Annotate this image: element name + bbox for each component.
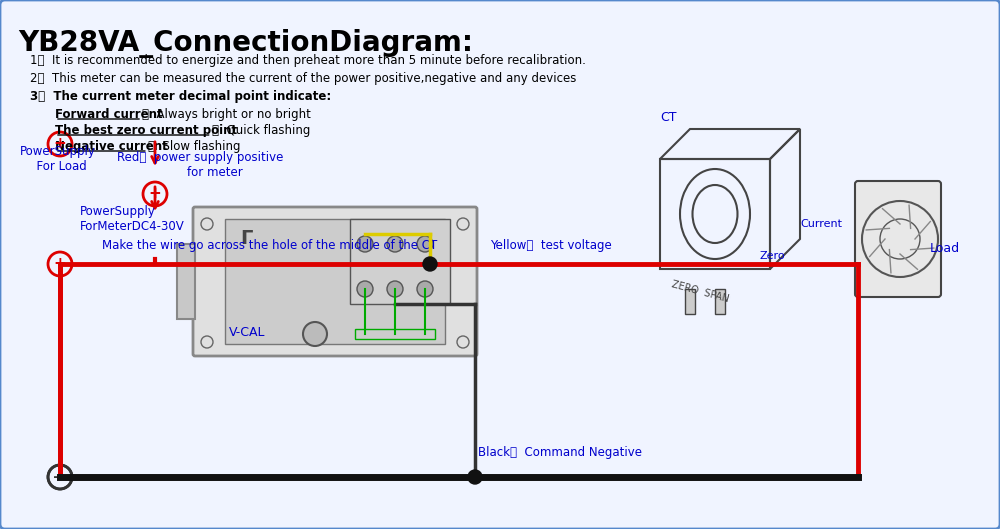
Circle shape xyxy=(468,470,482,484)
Text: 3，  The current meter decimal point indicate:: 3， The current meter decimal point indic… xyxy=(30,90,331,103)
Text: V-CAL: V-CAL xyxy=(228,325,265,339)
Text: CT: CT xyxy=(660,111,676,124)
Text: 1，  It is recommended to energize and then preheat more than 5 minute before rec: 1， It is recommended to energize and the… xyxy=(30,54,586,67)
Text: +: + xyxy=(54,136,66,151)
Text: ：  Always bright or no bright: ： Always bright or no bright xyxy=(142,108,311,121)
Text: +: + xyxy=(54,257,66,271)
Circle shape xyxy=(423,257,437,271)
Text: Γ: Γ xyxy=(240,229,252,248)
Text: Forward current: Forward current xyxy=(55,108,163,121)
Text: Make the wire go across the hole of the middle of the CT: Make the wire go across the hole of the … xyxy=(102,239,438,252)
Text: −: − xyxy=(52,468,68,487)
FancyBboxPatch shape xyxy=(193,207,477,356)
Text: ：  Quick flashing: ： Quick flashing xyxy=(212,124,310,137)
Circle shape xyxy=(387,236,403,252)
Circle shape xyxy=(303,322,327,346)
Text: Red：  power supply positive
        for meter: Red： power supply positive for meter xyxy=(117,151,283,179)
Text: Load: Load xyxy=(930,242,960,256)
Circle shape xyxy=(387,281,403,297)
Text: Current: Current xyxy=(800,219,842,229)
Bar xyxy=(177,244,195,319)
Text: Zero: Zero xyxy=(760,251,786,261)
Circle shape xyxy=(357,236,373,252)
Circle shape xyxy=(417,281,433,297)
Text: The best zero current point: The best zero current point xyxy=(55,124,237,137)
Bar xyxy=(685,289,695,314)
Bar xyxy=(225,219,445,344)
Circle shape xyxy=(357,281,373,297)
Text: Black：  Command Negative: Black： Command Negative xyxy=(478,446,642,459)
Text: ZERO  SPAN: ZERO SPAN xyxy=(670,279,730,304)
Bar xyxy=(350,219,450,304)
Text: ：  Slow flashing: ： Slow flashing xyxy=(148,140,240,153)
FancyBboxPatch shape xyxy=(855,181,941,297)
Text: YB28VA_ConnectionDiagram:: YB28VA_ConnectionDiagram: xyxy=(18,29,473,58)
Bar xyxy=(715,289,725,314)
Text: Yellow：  test voltage: Yellow： test voltage xyxy=(490,239,612,252)
Text: PowerSupply
ForMeterDC4-30V: PowerSupply ForMeterDC4-30V xyxy=(80,205,185,233)
Bar xyxy=(355,329,435,339)
Text: +: + xyxy=(149,187,161,202)
Circle shape xyxy=(417,236,433,252)
Text: −: − xyxy=(52,468,68,487)
Text: 2，  This meter can be measured the current of the power positive,negative and an: 2， This meter can be measured the curren… xyxy=(30,72,576,85)
Text: Negative current: Negative current xyxy=(55,140,168,153)
Text: PowerSupply
  For Load: PowerSupply For Load xyxy=(20,145,96,173)
